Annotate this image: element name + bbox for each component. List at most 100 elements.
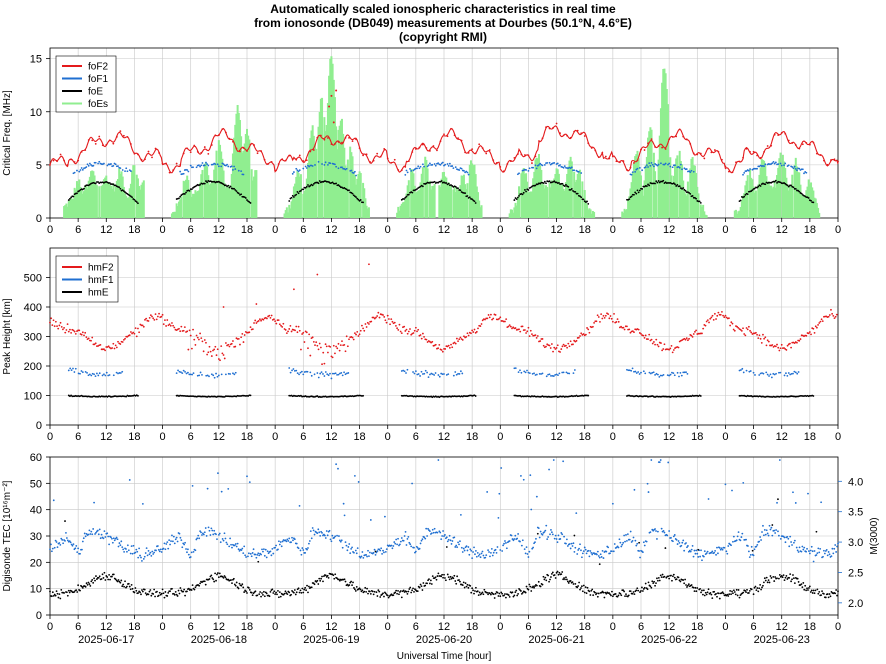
x-tick-label: 18 bbox=[128, 621, 140, 633]
m3000-point bbox=[80, 548, 83, 551]
tec-point bbox=[51, 591, 54, 594]
foF1-point bbox=[553, 162, 556, 164]
tec-point bbox=[671, 579, 673, 582]
foE-point bbox=[72, 195, 75, 198]
m3000-point bbox=[241, 547, 244, 550]
tec-point bbox=[117, 579, 120, 581]
hmF2-point bbox=[820, 318, 823, 321]
tec-point bbox=[806, 587, 808, 590]
hmF2-point bbox=[154, 313, 157, 315]
hmF1-point bbox=[330, 377, 333, 380]
hmF2-point bbox=[389, 323, 391, 326]
x-tick-label: 0 bbox=[385, 431, 391, 443]
tec-point bbox=[275, 591, 277, 594]
tec-point bbox=[811, 592, 814, 594]
hmF2-point bbox=[744, 334, 747, 337]
foF2-point bbox=[752, 150, 755, 153]
m3000-point bbox=[391, 547, 394, 550]
tec-point bbox=[732, 589, 735, 592]
foF2-point bbox=[763, 150, 766, 153]
tec-point bbox=[133, 591, 136, 594]
hmF2-point bbox=[368, 323, 370, 325]
m3000-point bbox=[170, 540, 172, 542]
tec-point bbox=[446, 573, 449, 576]
m3000-point bbox=[353, 551, 355, 554]
hmF2-point bbox=[301, 333, 304, 335]
m3000-point bbox=[245, 556, 247, 558]
tec-point bbox=[705, 593, 708, 596]
tec-point bbox=[679, 580, 682, 583]
x-tick-label: 0 bbox=[610, 224, 616, 236]
m3000-point bbox=[573, 550, 576, 553]
tec-point bbox=[106, 576, 109, 578]
foF2-point bbox=[713, 149, 716, 151]
foF2-point bbox=[379, 155, 382, 158]
hmF1-point bbox=[341, 374, 344, 377]
hmF2-point bbox=[531, 333, 533, 335]
hmF2-point bbox=[669, 347, 672, 350]
tec-point bbox=[778, 574, 781, 576]
legend-label: hmF1 bbox=[88, 275, 114, 286]
foF1-point bbox=[314, 164, 316, 166]
hmF2-point bbox=[810, 333, 812, 336]
hmF2-point bbox=[481, 319, 484, 322]
foF1-point bbox=[298, 169, 301, 172]
m3000-point bbox=[737, 531, 740, 534]
m3000-point bbox=[681, 541, 684, 544]
m3000-point bbox=[348, 543, 351, 545]
m3000-point bbox=[187, 553, 190, 556]
tec-point bbox=[757, 590, 760, 593]
hmF2-point bbox=[126, 335, 129, 338]
foF2-point bbox=[63, 159, 65, 162]
foE-point bbox=[672, 182, 675, 185]
tec-point bbox=[54, 594, 57, 597]
tec-point bbox=[316, 579, 319, 582]
hmF1-point bbox=[458, 373, 461, 375]
hmF2-point bbox=[241, 332, 244, 335]
y-axis-label: Peak Height [km] bbox=[2, 298, 13, 374]
foF1-point bbox=[240, 170, 243, 173]
m3000-point bbox=[312, 529, 315, 532]
m3000-point bbox=[632, 536, 635, 539]
m3000-point bbox=[520, 544, 523, 547]
foF2-point bbox=[91, 139, 94, 142]
tec-point bbox=[745, 591, 747, 594]
x-tick-label: 0 bbox=[160, 224, 166, 236]
hmF2-point bbox=[396, 327, 398, 330]
hmF1-point bbox=[680, 374, 683, 377]
hmF1-point bbox=[540, 373, 542, 375]
tec-point bbox=[470, 591, 473, 594]
m3000-point bbox=[151, 550, 154, 553]
hmF1-point bbox=[658, 375, 661, 378]
tec-point bbox=[768, 581, 771, 584]
tec-point bbox=[707, 588, 710, 591]
hmF2-point bbox=[688, 337, 690, 340]
hmF1-point bbox=[178, 370, 181, 373]
tec-point bbox=[387, 596, 390, 599]
tec-point bbox=[130, 583, 133, 586]
m3000-point bbox=[510, 534, 513, 537]
foF2-point bbox=[615, 160, 618, 163]
hmE-point bbox=[300, 394, 302, 397]
hmF1-point bbox=[789, 373, 792, 376]
tec-point bbox=[319, 579, 322, 582]
foF1-point bbox=[222, 163, 225, 165]
foE-point bbox=[655, 180, 658, 183]
tec-point bbox=[594, 591, 596, 594]
foF1-point bbox=[405, 169, 408, 172]
foE-point bbox=[790, 184, 792, 187]
foF1-point bbox=[532, 166, 535, 169]
m3000-point bbox=[339, 540, 342, 543]
foF1-point bbox=[541, 164, 544, 167]
hmF2-point bbox=[237, 337, 240, 340]
foF2-point bbox=[115, 135, 118, 138]
tec-point bbox=[560, 573, 563, 576]
m3000-point bbox=[823, 552, 826, 555]
hmF2-point bbox=[601, 317, 604, 320]
hmF2-point bbox=[346, 345, 349, 348]
tec-point bbox=[659, 574, 662, 577]
m3000-point bbox=[474, 553, 476, 556]
m3000-point bbox=[555, 538, 558, 540]
hmF1-point bbox=[336, 373, 338, 376]
hmF1-point bbox=[340, 372, 343, 374]
